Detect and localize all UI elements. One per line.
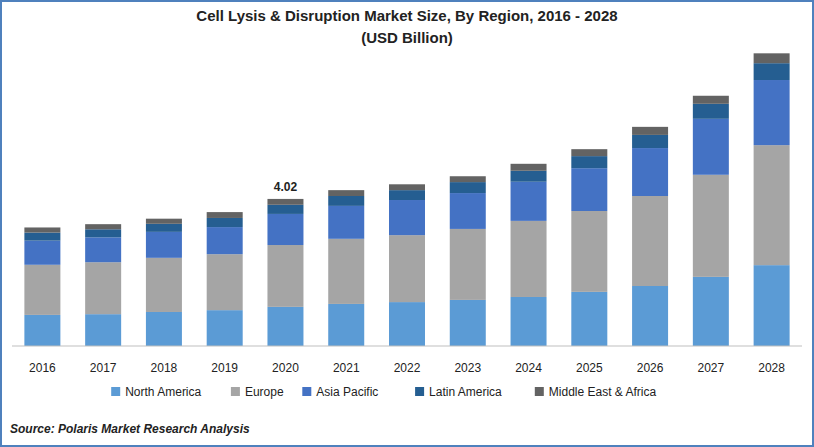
source: Source: Polaris Market Research Analysis [10,422,250,436]
bar [511,182,547,221]
bar [85,237,121,262]
bar [328,304,364,346]
bar [146,219,182,224]
bar [754,80,790,145]
bar [85,262,121,314]
bar [632,127,668,135]
bar [24,227,60,232]
x-tick-label: 2016 [29,361,56,375]
bar [693,175,729,277]
x-tick-label: 2028 [758,361,785,375]
bar [754,265,790,346]
bar [450,182,486,193]
bar [571,292,607,346]
x-axis [12,346,802,347]
x-tick-label: 2022 [394,361,421,375]
bar [571,156,607,168]
bar [24,315,60,346]
x-tick-label: 2017 [90,361,117,375]
bar [267,205,303,214]
legend-swatch [231,387,240,396]
bar [24,233,60,241]
bar [24,265,60,315]
bar [632,135,668,148]
bar [450,176,486,182]
bar [389,235,425,302]
bar [511,164,547,171]
bar [267,245,303,307]
bar [693,119,729,175]
bar [511,171,547,182]
x-tick-label: 2025 [576,361,603,375]
x-tick-label: 2023 [454,361,481,375]
bar [146,224,182,232]
bar [693,277,729,346]
x-tick-label: 2026 [637,361,664,375]
bar [267,199,303,205]
bar [328,196,364,206]
bar [207,212,243,218]
bar [450,229,486,300]
bar [85,229,121,237]
bar [85,224,121,229]
legend-label: North America [125,385,201,399]
x-tick-label: 2019 [211,361,238,375]
bar [571,149,607,156]
bar [85,314,121,346]
bar [450,300,486,346]
title: Cell Lysis & Disruption Market Size, By … [196,7,617,24]
bar [389,200,425,235]
chart: Cell Lysis & Disruption Market Size, By … [0,0,814,447]
bar [207,254,243,310]
legend: North America Europe Asia Pacific Latin Ame… [111,385,656,399]
legend-label: Europe [245,385,284,399]
x-tick-label: 2021 [333,361,360,375]
frame [1,1,813,446]
bar [207,218,243,227]
bar [389,184,425,190]
x-tick-label: 2027 [697,361,724,375]
bar [450,193,486,229]
bar [146,312,182,346]
legend-swatch [415,387,424,396]
bar [146,232,182,258]
x-tick-label: 2024 [515,361,542,375]
bar [328,190,364,196]
legend-swatch [302,387,311,396]
legend-swatch [111,387,120,396]
bar [632,196,668,286]
bar [267,307,303,346]
subtitle: (USD Billion) [361,29,453,46]
bar [328,206,364,239]
bar [754,53,790,63]
bar [571,168,607,211]
bar [632,148,668,196]
x-tick-label: 2018 [151,361,178,375]
bar [328,239,364,304]
bar [267,214,303,245]
legend-label: Latin America [429,385,502,399]
x-tick-label: 2020 [272,361,299,375]
bar [511,297,547,346]
bar [146,258,182,312]
bar [207,227,243,254]
legend-swatch [535,387,544,396]
bar [389,302,425,346]
bar [693,96,729,104]
bar [754,63,790,80]
bar [389,190,425,200]
bar [207,310,243,346]
bar [754,145,790,265]
legend-label: Middle East & Africa [549,385,657,399]
annotation: 4.02 [274,180,298,194]
bar [693,104,729,119]
bar [511,221,547,297]
bar [571,211,607,292]
y-range [12,46,13,346]
legend-label: Asia Pacific [316,385,378,399]
bar [632,286,668,346]
bars [24,53,789,346]
bar [24,241,60,265]
